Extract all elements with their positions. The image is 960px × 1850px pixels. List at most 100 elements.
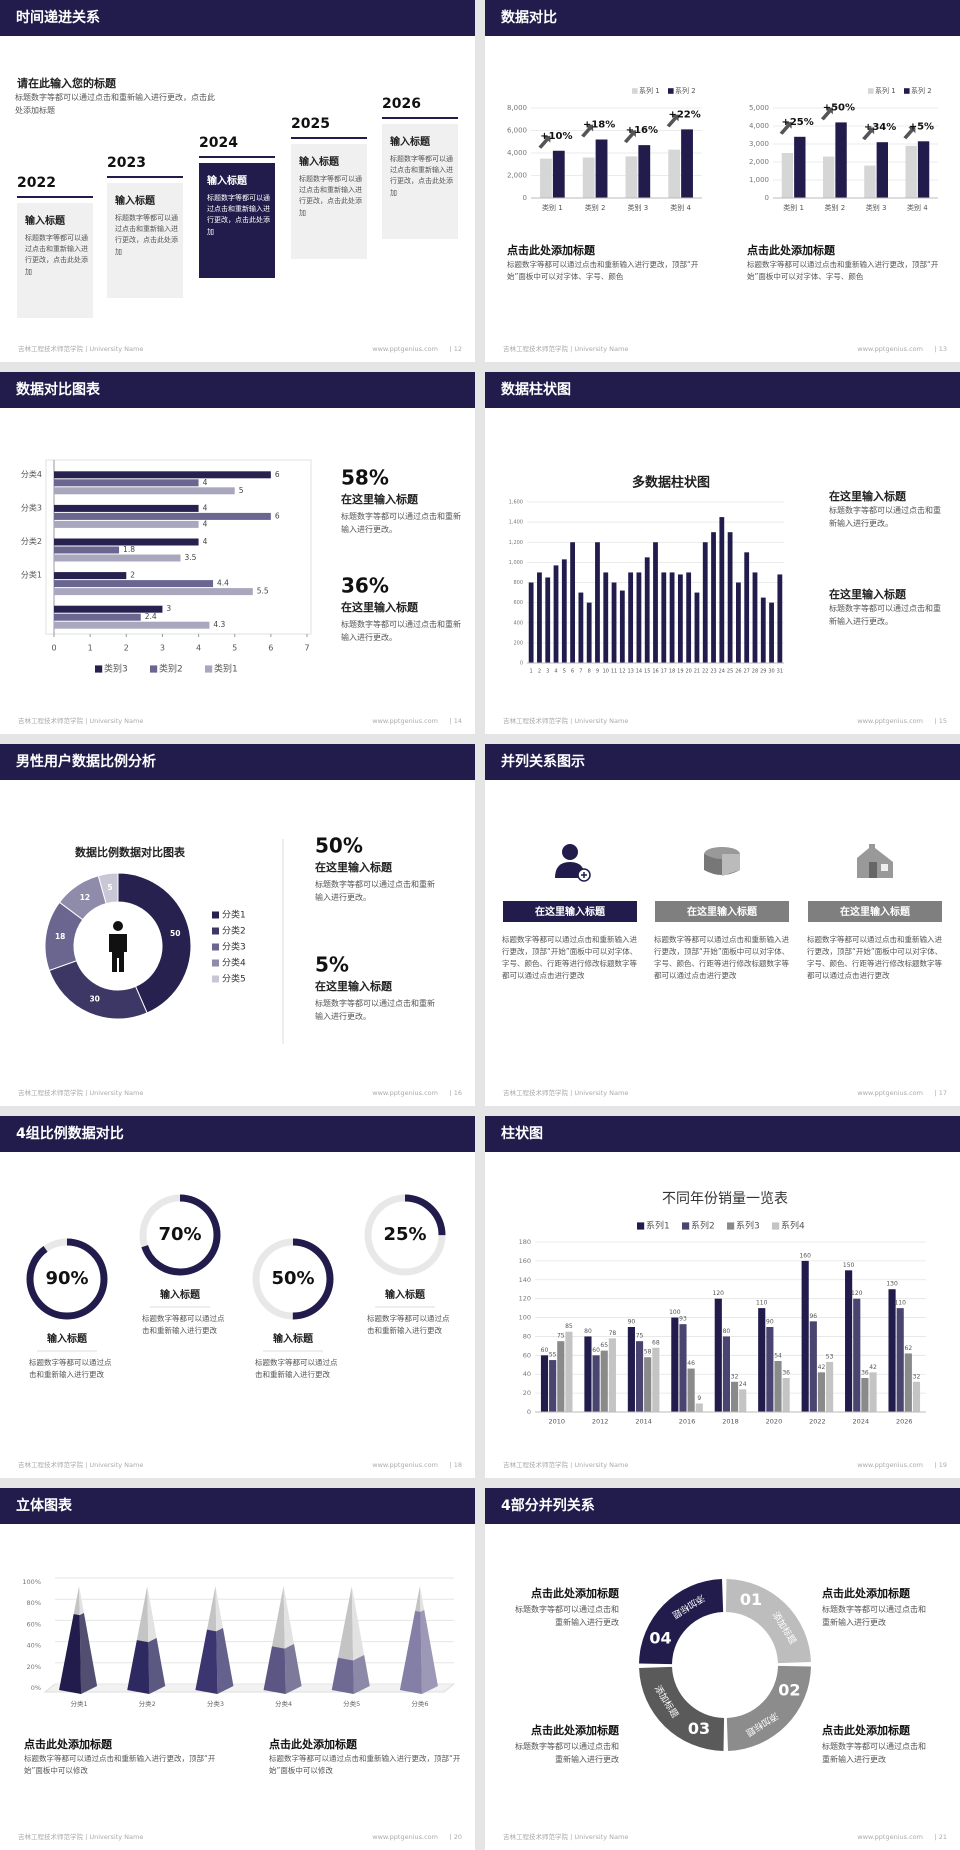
text-box: 标题数字等都可以通过点击和重新输入进行更改 — [822, 1605, 926, 1627]
pyramid-fill — [216, 1628, 234, 1694]
heading: 在这里输入标题 — [341, 492, 419, 506]
text-box: 标题数字等都可以通过点击和重新输入进行更改 — [822, 1742, 926, 1764]
legend-swatch — [212, 927, 219, 935]
legend-swatch — [205, 665, 213, 673]
footer: 吉林工程技术师范学院 | University Name — [503, 716, 628, 725]
text-box: 标题数字等都可以通过点击和重新输入进行更改 — [29, 1358, 112, 1379]
x-tick-label: 29 — [760, 669, 766, 675]
icon — [562, 844, 578, 860]
paragraph: 标题数字等都可以通过点击和重新输入进行更改。 — [315, 999, 435, 1021]
data-label: 85 — [565, 1323, 573, 1330]
card — [291, 144, 367, 259]
x-tick-label: 分类5 — [343, 1699, 360, 1708]
x-tick-label: 1 — [530, 669, 533, 675]
slide-title: 男性用户数据比例分析 — [16, 753, 156, 770]
heading: 点击此处添加标题 — [822, 1586, 911, 1600]
x-tick-label: 7 — [579, 669, 582, 675]
stat-value: 5% — [315, 953, 349, 977]
legend-label: 系列 2 — [675, 86, 696, 95]
ring-label: 50% — [271, 1268, 314, 1289]
bar — [876, 142, 888, 198]
bar — [54, 588, 253, 596]
bar — [54, 546, 120, 554]
bar — [635, 1341, 644, 1412]
bar — [727, 532, 733, 663]
footer: 吉林工程技术师范学院 | University Name — [18, 1832, 143, 1841]
slide-title: 立体图表 — [16, 1497, 73, 1514]
x-tick-label: 1 — [88, 644, 93, 653]
legend-swatch — [637, 1222, 645, 1230]
slide-title: 柱状图 — [501, 1125, 543, 1142]
label-box — [808, 901, 942, 922]
x-tick-label: 25 — [727, 669, 733, 675]
text-box: 标题数字等都可以通过点击和重新输入进行更改。 — [315, 999, 435, 1021]
arrow-icon — [581, 124, 594, 138]
x-tick-label: 30 — [768, 669, 774, 675]
data-label: 4 — [203, 519, 208, 528]
data-label: 2.4 — [145, 612, 157, 621]
x-tick-label: 15 — [644, 669, 650, 675]
year: 2022 — [17, 175, 56, 191]
page-number: | 15 — [934, 717, 947, 725]
x-tick-label: 4 — [196, 644, 201, 653]
x-tick-label: 2026 — [896, 1418, 913, 1426]
data-label: 3 — [166, 604, 171, 613]
legend-swatch — [868, 88, 874, 94]
bar — [570, 542, 575, 663]
x-tick-label: 17 — [661, 669, 667, 675]
bar — [54, 504, 199, 512]
text-box: 标题数字等都可以通过点击和重新输入进行更改，点击此处添加 — [299, 175, 362, 217]
icon — [869, 862, 877, 878]
paragraph: 标题数字等都可以通过点击和重新输入进行更改，顶部“开始”面板中可以对字体、字号、… — [502, 935, 638, 980]
item-title: 输入标题 — [160, 1288, 201, 1301]
text-box: 标题数字等都可以通过点击和重新输入进行更改。 — [341, 620, 461, 642]
bar — [627, 1327, 635, 1412]
paragraph: 标题数字等都可以通过点击和重新输入进行更改。 — [341, 620, 461, 642]
header-bar — [485, 0, 960, 36]
arrow-icon — [820, 107, 833, 121]
bar — [912, 1381, 921, 1412]
legend-swatch — [772, 1222, 780, 1230]
text-box: 标题数字等都可以通过点击和重新输入进行更改。 — [829, 506, 941, 528]
item-title: 输入标题 — [47, 1332, 88, 1345]
legend-label: 分类1 — [222, 909, 246, 921]
column-label: 在这里输入标题 — [535, 905, 606, 918]
pyramid-fill — [284, 1644, 302, 1694]
x-tick-label: 28 — [752, 669, 758, 675]
data-label: 24 — [739, 1381, 747, 1388]
bar — [671, 1317, 679, 1412]
ring-label: 90% — [45, 1268, 88, 1289]
column-label: 在这里输入标题 — [840, 905, 911, 918]
chart-title: 不同年份销量一览表 — [662, 1191, 788, 1207]
text-box: 标题数字等都可以通过点击和重新输入进行更改。 — [315, 880, 435, 902]
bar — [835, 122, 847, 198]
bar — [861, 1378, 869, 1412]
y-tick-label: 0 — [523, 194, 527, 202]
y-tick-label: 160 — [519, 1257, 531, 1265]
bar — [722, 1336, 730, 1412]
legend-swatch — [95, 665, 103, 673]
text-box: 标题数字等都可以通过点击和重新输入进行更改，顶部“开始”面板中可以对字体、字号、… — [807, 935, 943, 980]
y-tick-label: 分类1 — [21, 570, 42, 580]
ring-arc — [26, 1238, 108, 1320]
legend-swatch — [632, 88, 638, 94]
item-title: 输入标题 — [385, 1288, 426, 1301]
paragraph: 标题数字等都可以通过点击和重新输入进行更改，顶部“开始”面板中可以对字体、字号、… — [654, 935, 790, 980]
footer: www.pptgenius.com — [857, 1461, 923, 1469]
bar — [540, 158, 552, 198]
bar — [744, 552, 750, 663]
item-title: 输入标题 — [273, 1332, 314, 1345]
bar — [766, 1327, 774, 1412]
x-tick-label: 类别 3 — [628, 203, 649, 212]
y-tick-label: 1,000 — [509, 560, 523, 566]
paragraph: 标题数字等都可以通过点击和重新输入进行更改，顶部“开始”面板中可以对字体、字号、… — [807, 935, 943, 980]
header-bar — [0, 0, 475, 36]
x-tick-label: 14 — [636, 669, 642, 675]
x-tick-label: 27 — [744, 669, 750, 675]
data-label: 110 — [894, 1300, 906, 1307]
data-label: 60 — [592, 1347, 600, 1354]
text-box: 标题数字等都可以通过点击和重新输入进行更改，顶部“开始”面板中可以对字体、字号、… — [507, 260, 698, 281]
bar — [917, 141, 930, 198]
